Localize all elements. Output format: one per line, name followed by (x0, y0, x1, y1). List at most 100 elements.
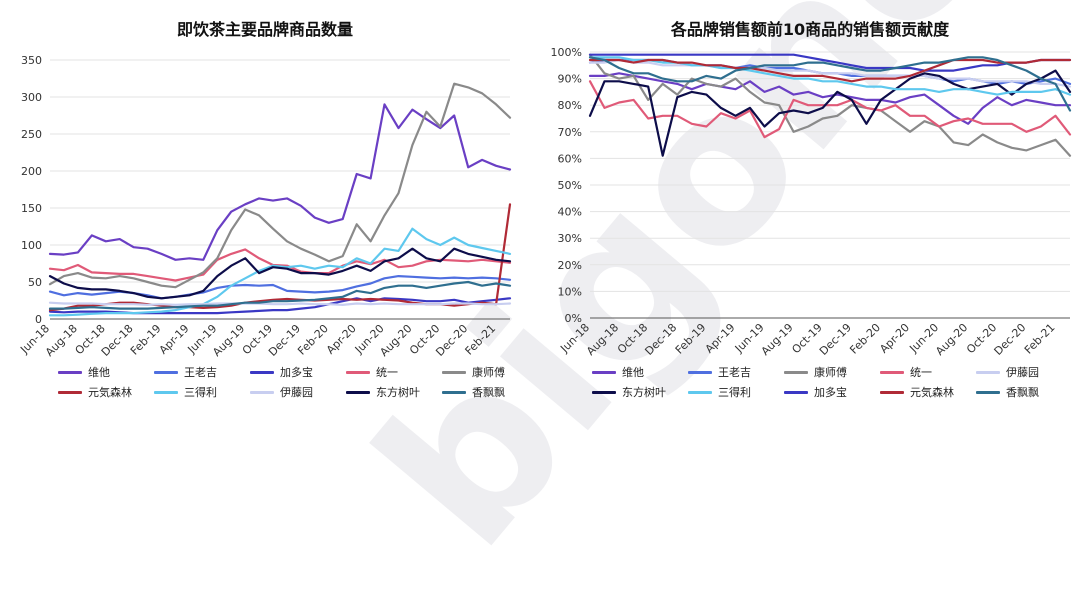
legend-item: 王老吉 (688, 364, 784, 380)
legend-item: 东方树叶 (592, 384, 688, 400)
y-tick-label: 70% (558, 126, 582, 139)
y-tick-label: 80% (558, 99, 582, 112)
legend-label: 东方树叶 (622, 386, 666, 399)
y-tick-label: 0% (565, 312, 582, 325)
series-line-三得利 (48, 227, 512, 317)
legend-label: 加多宝 (280, 366, 313, 379)
series-line-康师傅 (588, 53, 1072, 157)
legend-label: 东方树叶 (376, 386, 420, 399)
legend-item: 伊藤园 (250, 384, 346, 400)
legend-item: 东方树叶 (346, 384, 442, 400)
legend-label: 元気森林 (910, 386, 954, 399)
series-line-东方树叶 (48, 247, 512, 300)
legend-label: 统一 (910, 366, 932, 379)
legend-item: 王老吉 (154, 364, 250, 380)
y-tick-label: 350 (21, 54, 42, 67)
x-tick-label: Feb-20 (847, 321, 883, 357)
left-chart-panel: 即饮茶主要品牌商品数量 0 50 100 150 200 250 300 350 Jun-18 A… (0, 0, 530, 404)
legend-swatch (592, 370, 616, 374)
y-tick-label: 100 (21, 239, 42, 252)
legend-item: 统一 (346, 364, 442, 380)
legend-swatch (250, 370, 274, 374)
x-tick-label: Apr-20 (877, 321, 912, 356)
legend-label: 香飘飘 (472, 386, 505, 399)
x-tick-label: Aug-18 (584, 321, 621, 358)
right-chart-panel: 各品牌销售额前10商品的销售额贡献度 0% 10% 20% 30% 40% 50% 60% 7… (540, 0, 1080, 404)
legend-swatch (58, 390, 82, 394)
y-tick-label: 50% (558, 179, 582, 192)
y-tick-label: 250 (21, 128, 42, 141)
y-tick-label: 150 (21, 202, 42, 215)
right-chart-svg: 0%10%20%30%40%50%60%70%80%90%100%Jun-18A… (551, 46, 1072, 358)
x-tick-label: Dec-19 (266, 322, 303, 359)
legend-item: 加多宝 (784, 384, 880, 400)
legend-label: 伊藤园 (1006, 366, 1039, 379)
legend-swatch (688, 370, 712, 374)
legend-swatch (154, 390, 178, 394)
series-line-伊藤园 (588, 58, 1072, 88)
series-line-加多宝 (588, 53, 1072, 72)
legend-swatch (880, 370, 904, 374)
y-tick-label: 90% (558, 73, 582, 86)
legend-swatch (592, 390, 616, 394)
left-chart-svg: 050100150200250300350Jun-18Aug-18Oct-18D… (17, 54, 512, 359)
y-tick-label: 50 (28, 276, 42, 289)
legend-item: 三得利 (688, 384, 784, 400)
legend-item: 香飘飘 (976, 384, 1072, 400)
legend-label: 三得利 (718, 386, 751, 399)
legend-label: 伊藤园 (280, 386, 313, 399)
y-tick-label: 300 (21, 91, 42, 104)
left-chart-title: 即饮茶主要品牌商品数量 (176, 20, 353, 39)
legend-item: 维他 (58, 364, 154, 380)
x-tick-label: Dec-18 (642, 321, 679, 358)
x-tick-label: Aug-19 (759, 321, 796, 358)
legend-label: 维他 (88, 366, 110, 379)
y-tick-label: 200 (21, 165, 42, 178)
x-tick-label: Feb-19 (128, 322, 164, 358)
x-tick-label: Feb-21 (463, 322, 499, 358)
legend-label: 加多宝 (814, 386, 847, 399)
right-chart-legend: 维他 王老吉 康师傅 统一 伊藤园东方树叶 三得利 加多宝 元気森林 香飘飘 (592, 364, 1072, 400)
legend-label: 维他 (622, 366, 644, 379)
series-line-伊藤园 (48, 301, 512, 306)
legend-swatch (976, 390, 1000, 394)
legend-swatch (784, 370, 808, 374)
left-chart-legend: 维他 王老吉 加多宝 统一 康师傅元気森林 三得利 伊藤园 东方树叶 香飘飘 (58, 364, 538, 400)
legend-item: 统一 (880, 364, 976, 380)
y-tick-label: 40% (558, 206, 582, 219)
series-line-香飘飘 (48, 280, 512, 310)
right-chart-title: 各品牌销售额前10商品的销售额贡献度 (670, 20, 950, 39)
y-tick-label: 100% (551, 46, 582, 59)
legend-label: 香飘飘 (1006, 386, 1039, 399)
legend-item: 康师傅 (784, 364, 880, 380)
y-tick-label: 20% (558, 259, 582, 272)
legend-item: 元気森林 (58, 384, 154, 400)
x-tick-label: Feb-21 (1022, 321, 1058, 357)
x-tick-label: Aug-20 (933, 321, 970, 358)
x-tick-label: Feb-19 (673, 321, 709, 357)
legend-item: 香飘飘 (442, 384, 538, 400)
x-tick-label: Apr-19 (157, 322, 192, 357)
legend-swatch (154, 370, 178, 374)
legend-swatch (346, 370, 370, 374)
legend-label: 三得利 (184, 386, 217, 399)
y-tick-label: 60% (558, 152, 582, 165)
legend-swatch (976, 370, 1000, 374)
legend-item: 三得利 (154, 384, 250, 400)
series-line-元気森林 (588, 58, 1072, 83)
series-line-维他 (588, 72, 1072, 125)
legend-swatch (784, 390, 808, 394)
legend-swatch (688, 390, 712, 394)
legend-label: 康师傅 (472, 366, 505, 379)
legend-swatch (250, 390, 274, 394)
legend-swatch (58, 370, 82, 374)
x-tick-label: Dec-19 (817, 321, 854, 358)
legend-item: 康师傅 (442, 364, 538, 380)
series-line-三得利 (588, 56, 1072, 96)
series-line-王老吉 (48, 275, 512, 300)
series-line-统一 (588, 80, 1072, 139)
series-line-东方树叶 (588, 69, 1072, 157)
legend-swatch (346, 390, 370, 394)
x-tick-label: Feb-20 (295, 322, 331, 358)
y-tick-label: 30% (558, 232, 582, 245)
